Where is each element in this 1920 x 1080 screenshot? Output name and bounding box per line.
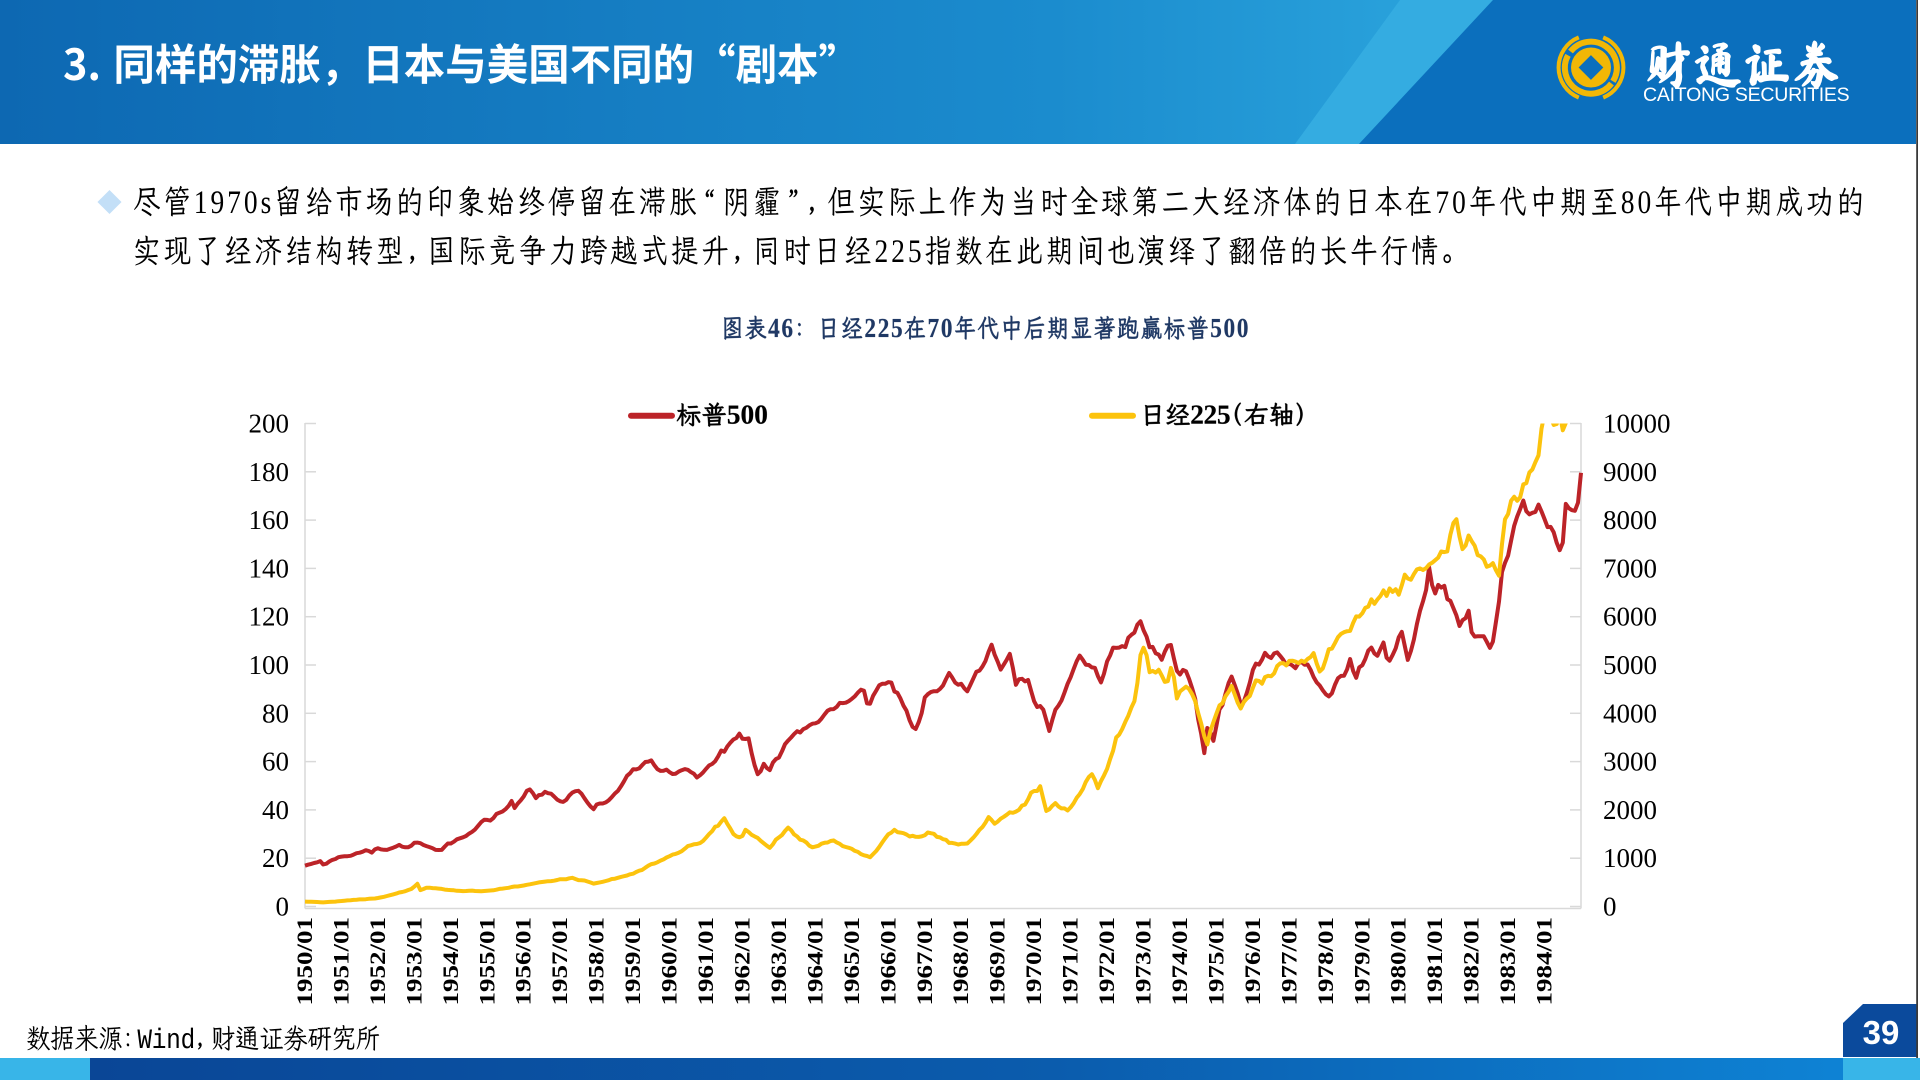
svg-text:1962/01: 1962/01: [731, 917, 755, 1005]
svg-text:8000: 8000: [1603, 505, 1657, 535]
svg-text:1979/01: 1979/01: [1350, 917, 1374, 1005]
svg-text:1950/01: 1950/01: [293, 917, 317, 1005]
svg-text:1958/01: 1958/01: [585, 917, 609, 1005]
svg-text:7000: 7000: [1603, 553, 1657, 583]
svg-text:1963/01: 1963/01: [767, 917, 791, 1005]
svg-text:1000: 1000: [1603, 843, 1657, 873]
svg-text:1984/01: 1984/01: [1533, 917, 1557, 1005]
svg-text:CAITONG SECURITIES: CAITONG SECURITIES: [1643, 84, 1850, 106]
svg-text:1967/01: 1967/01: [913, 917, 937, 1005]
svg-text:2000: 2000: [1603, 795, 1657, 825]
svg-text:9000: 9000: [1603, 457, 1657, 487]
svg-text:40: 40: [262, 795, 289, 825]
svg-text:1971/01: 1971/01: [1059, 917, 1083, 1005]
svg-text:1982/01: 1982/01: [1460, 917, 1484, 1005]
svg-text:0: 0: [1603, 892, 1617, 922]
svg-text:1961/01: 1961/01: [694, 917, 718, 1005]
svg-text:1957/01: 1957/01: [548, 917, 572, 1005]
svg-text:1951/01: 1951/01: [330, 917, 354, 1005]
svg-text:1977/01: 1977/01: [1277, 917, 1301, 1005]
svg-text:160: 160: [249, 505, 290, 535]
svg-text:0: 0: [276, 892, 290, 922]
svg-text:1955/01: 1955/01: [475, 917, 499, 1005]
svg-text:120: 120: [249, 602, 290, 632]
svg-text:1981/01: 1981/01: [1423, 917, 1447, 1005]
svg-text:20: 20: [262, 843, 289, 873]
svg-text:180: 180: [249, 457, 290, 487]
svg-text:1959/01: 1959/01: [621, 917, 645, 1005]
svg-text:100: 100: [249, 650, 290, 680]
svg-text:1964/01: 1964/01: [804, 917, 828, 1005]
svg-text:200: 200: [249, 409, 290, 439]
svg-text:1965/01: 1965/01: [840, 917, 864, 1005]
svg-text:4000: 4000: [1603, 698, 1657, 728]
svg-text:39: 39: [1863, 1014, 1900, 1051]
svg-text:140: 140: [249, 553, 290, 583]
svg-text:1974/01: 1974/01: [1168, 917, 1192, 1005]
svg-text:1954/01: 1954/01: [439, 917, 463, 1005]
svg-text:1980/01: 1980/01: [1387, 917, 1411, 1005]
svg-text:10000: 10000: [1603, 409, 1671, 439]
svg-text:80: 80: [262, 698, 289, 728]
svg-text:1969/01: 1969/01: [986, 917, 1010, 1005]
svg-text:1952/01: 1952/01: [366, 917, 390, 1005]
svg-text:5000: 5000: [1603, 650, 1657, 680]
svg-text:1976/01: 1976/01: [1241, 917, 1265, 1005]
svg-text:1973/01: 1973/01: [1132, 917, 1156, 1005]
svg-text:1953/01: 1953/01: [403, 917, 427, 1005]
svg-text:1983/01: 1983/01: [1496, 917, 1520, 1005]
svg-text:1975/01: 1975/01: [1205, 917, 1229, 1005]
svg-text:1978/01: 1978/01: [1314, 917, 1338, 1005]
svg-text:1960/01: 1960/01: [658, 917, 682, 1005]
svg-text:1956/01: 1956/01: [512, 917, 536, 1005]
svg-text:1968/01: 1968/01: [949, 917, 973, 1005]
svg-text:1966/01: 1966/01: [876, 917, 900, 1005]
svg-text:3000: 3000: [1603, 747, 1657, 777]
svg-text:60: 60: [262, 747, 289, 777]
svg-text:6000: 6000: [1603, 602, 1657, 632]
svg-text:1972/01: 1972/01: [1095, 917, 1119, 1005]
svg-text:1970/01: 1970/01: [1022, 917, 1046, 1005]
